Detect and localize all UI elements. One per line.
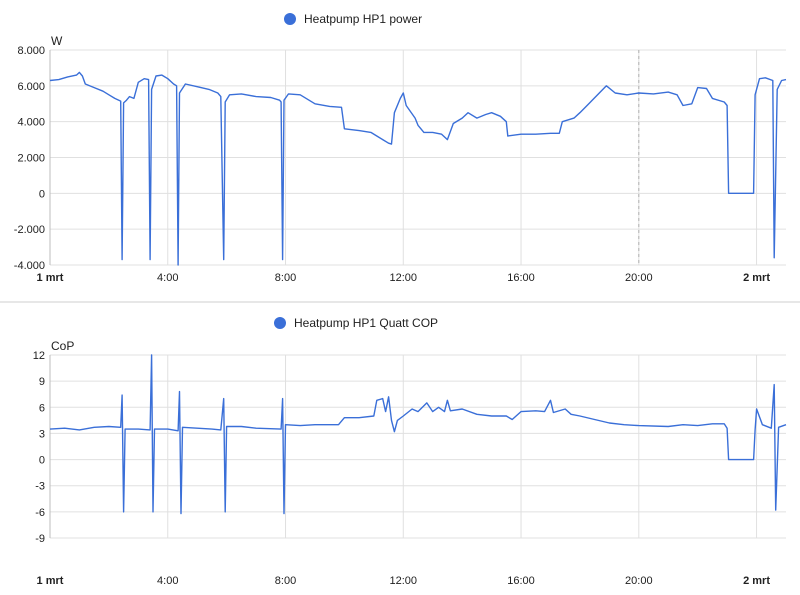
cop-ytick-label: 12 bbox=[33, 350, 45, 362]
power-ytick-label: -2.000 bbox=[14, 224, 45, 236]
power-ytick-label: 2.000 bbox=[17, 153, 45, 165]
cop-legend-label[interactable]: Heatpump HP1 Quatt COP bbox=[294, 316, 438, 330]
power-series-line[interactable] bbox=[49, 71, 787, 266]
power-xtick-label: 12:00 bbox=[390, 272, 418, 284]
cop-xtick-label: 1 mrt bbox=[37, 575, 64, 587]
power-xtick-label: 2 mrt bbox=[743, 272, 770, 284]
power-xtick-label: 20:00 bbox=[625, 272, 653, 284]
power-ytick-label: 0 bbox=[39, 188, 45, 200]
cop-series-line[interactable] bbox=[49, 354, 787, 515]
power-xtick-label: 4:00 bbox=[157, 272, 178, 284]
cop-xtick-label: 20:00 bbox=[625, 575, 653, 587]
power-legend-label[interactable]: Heatpump HP1 power bbox=[304, 12, 422, 26]
cop-legend-swatch[interactable] bbox=[274, 317, 286, 329]
power-legend-swatch[interactable] bbox=[284, 13, 296, 25]
cop-xtick-label: 12:00 bbox=[390, 575, 418, 587]
power-xtick-label: 1 mrt bbox=[37, 272, 64, 284]
cop-ytick-label: -6 bbox=[35, 507, 45, 519]
power-unit-label: W bbox=[51, 34, 63, 48]
cop-chart-panel: 12 9 6 3 0 -3 -6 -9 1 mrt 4:00 8:00 12:00 16:00 20:00… bbox=[33, 316, 787, 587]
cop-ytick-label: 3 bbox=[39, 428, 45, 440]
cop-ytick-label: -9 bbox=[35, 533, 45, 545]
power-xtick-label: 16:00 bbox=[507, 272, 535, 284]
power-ytick-label: -4.000 bbox=[14, 260, 45, 272]
power-xtick-label: 8:00 bbox=[275, 272, 296, 284]
cop-ytick-label: 9 bbox=[39, 376, 45, 388]
cop-xtick-label: 2 mrt bbox=[743, 575, 770, 587]
cop-ytick-label: 6 bbox=[39, 402, 45, 414]
cop-xtick-label: 8:00 bbox=[275, 575, 296, 587]
power-ytick-label: 4.000 bbox=[17, 117, 45, 129]
cop-ytick-label: 0 bbox=[39, 455, 45, 467]
power-ytick-label: 8.000 bbox=[17, 45, 45, 57]
cop-xtick-label: 4:00 bbox=[157, 575, 178, 587]
power-ytick-label: 6.000 bbox=[17, 81, 45, 93]
cop-xtick-label: 16:00 bbox=[507, 575, 535, 587]
cop-ytick-label: -3 bbox=[35, 481, 45, 493]
cop-unit-label: CoP bbox=[51, 339, 74, 353]
